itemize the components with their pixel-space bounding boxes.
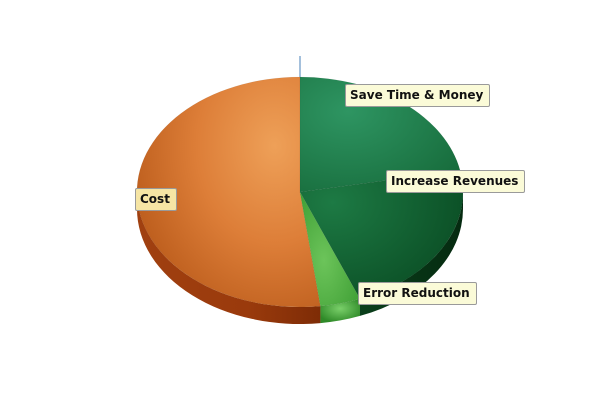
slice-label-cost: Cost	[135, 188, 177, 211]
slice-error-reduction-side	[320, 298, 360, 324]
slice-label-save-time-money: Save Time & Money	[345, 84, 491, 107]
slice-cost-side	[137, 192, 321, 324]
slice-label-increase-revenues: Increase Revenues	[386, 170, 526, 193]
slice-label-error-reduction: Error Reduction	[358, 282, 477, 305]
